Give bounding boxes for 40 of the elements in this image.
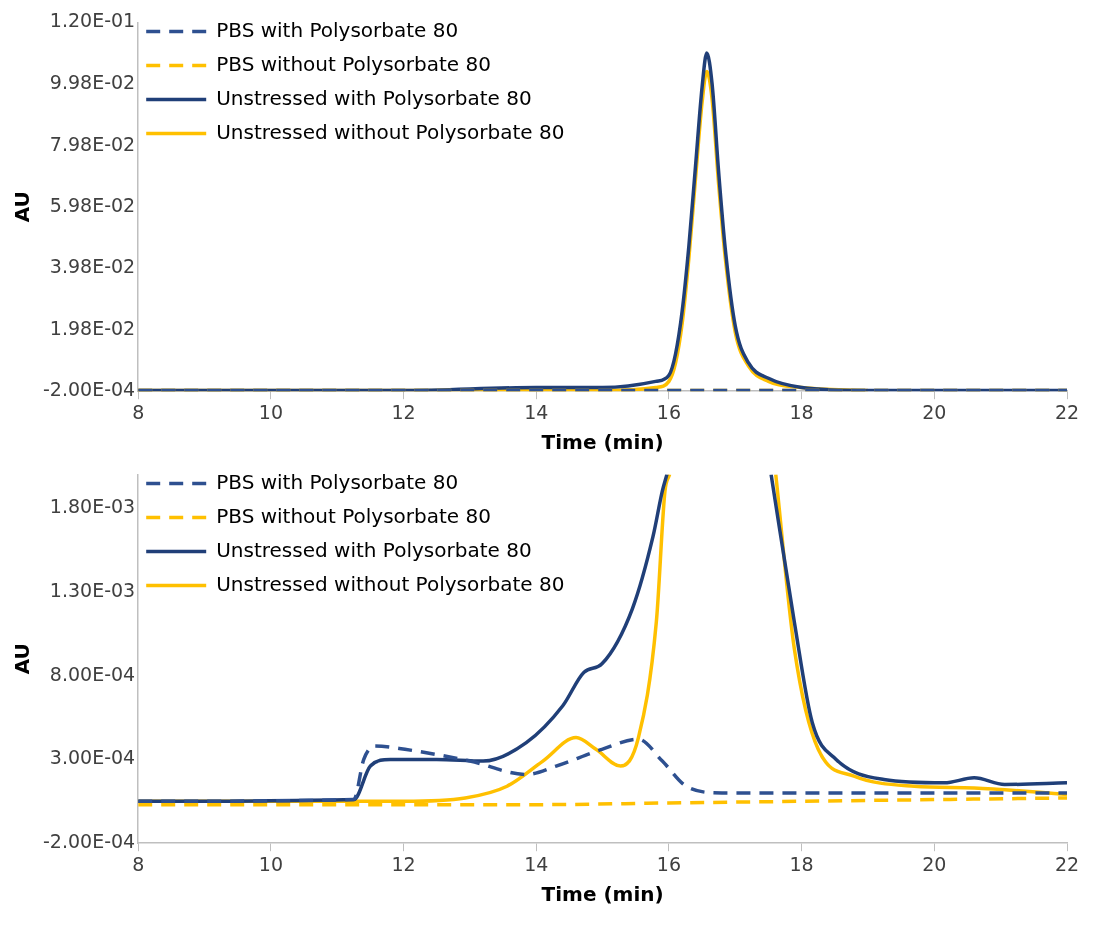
x-tick-label: 12	[391, 400, 416, 423]
x-tick-label: 14	[524, 400, 549, 423]
y-tick-label: 1.98E-02	[49, 316, 136, 339]
x-tick-label: 22	[1054, 400, 1080, 423]
y-tick-label: 7.98E-02	[49, 132, 136, 155]
legend-label: Unstressed with Polysorbate 80	[216, 85, 532, 110]
y-tick-label: 5.98E-02	[49, 194, 136, 217]
x-tick-label: 16	[656, 400, 682, 423]
legend-label: PBS with Polysorbate 80	[216, 17, 459, 42]
x-tick-label: 8	[132, 852, 145, 875]
y-tick-label: -2.00E-04	[43, 378, 136, 401]
legend-label: Unstressed with Polysorbate 80	[216, 537, 532, 562]
y-tick-label: -2.00E-04	[43, 830, 136, 853]
y-axis-title: AU	[10, 643, 35, 675]
y-axis-title: AU	[10, 191, 35, 223]
x-tick-label: 18	[789, 400, 814, 423]
x-tick-label: 12	[391, 852, 416, 875]
legend-label: PBS without Polysorbate 80	[216, 51, 491, 76]
x-axis-title: Time (min)	[541, 430, 664, 455]
y-tick-label: 1.20E-01	[49, 9, 136, 32]
x-tick-label: 10	[258, 852, 283, 875]
legend-label: PBS without Polysorbate 80	[216, 503, 491, 528]
x-axis-title: Time (min)	[541, 882, 664, 907]
x-tick-label: 20	[922, 852, 947, 875]
y-tick-label: 1.30E-03	[49, 578, 136, 601]
x-tick-label: 10	[258, 400, 283, 423]
x-tick-label: 20	[922, 400, 947, 423]
x-tick-label: 16	[656, 852, 682, 875]
legend-label: PBS with Polysorbate 80	[216, 469, 459, 494]
y-tick-label: 9.98E-02	[49, 71, 136, 94]
y-tick-label: 1.80E-03	[49, 494, 136, 517]
legend-label: Unstressed without Polysorbate 80	[216, 571, 565, 596]
legend-label: Unstressed without Polysorbate 80	[216, 119, 565, 144]
x-tick-label: 22	[1054, 852, 1080, 875]
y-tick-label: 3.98E-02	[49, 255, 136, 278]
x-tick-label: 14	[524, 852, 549, 875]
x-tick-label: 8	[132, 400, 145, 423]
x-tick-label: 18	[789, 852, 814, 875]
y-tick-label: 3.00E-04	[49, 746, 136, 769]
y-tick-label: 8.00E-04	[49, 662, 136, 685]
